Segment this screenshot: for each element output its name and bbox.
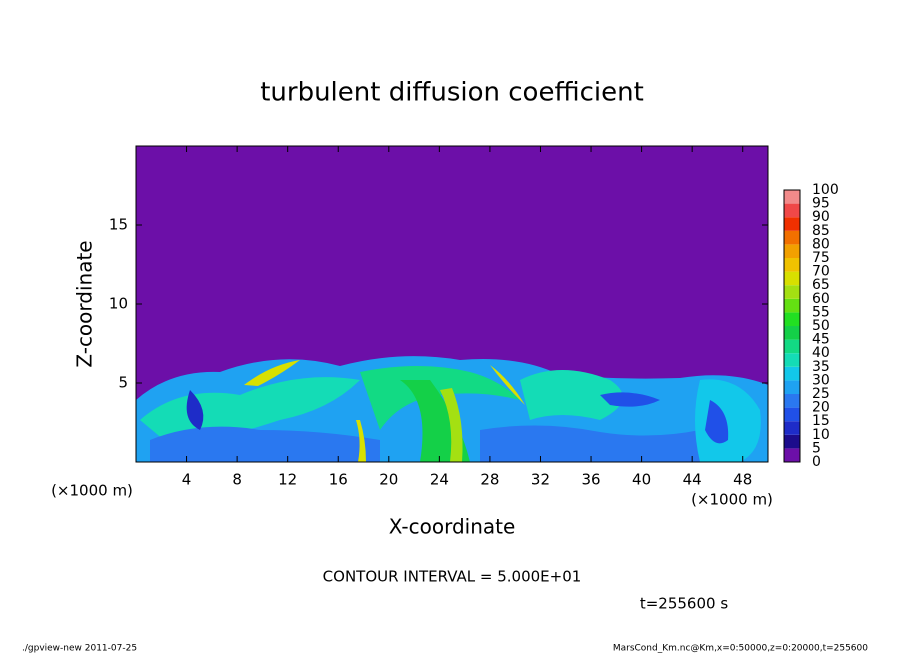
x-unit-label: (×1000 m) [51,482,133,500]
field-region [705,400,729,444]
colorbar-cell [784,339,800,354]
field-region [244,360,300,386]
field [136,146,768,462]
x-tick-label: 20 [379,471,398,489]
x-axis-label: X-coordinate [389,515,516,539]
colorbar-label: 45 [812,332,830,348]
colorbar-label: 25 [812,386,830,402]
field-region [356,420,366,462]
x-tick-label: 48 [733,471,752,489]
colorbar-cell [784,203,800,218]
x-tick-label: 36 [581,471,600,489]
x-tick-label: 4 [182,471,192,489]
y-tick-label: 15 [109,216,128,234]
field-region [490,365,527,407]
colorbar-cell [784,366,800,381]
colorbar-label: 30 [812,372,830,388]
colorbar-label: 65 [812,277,830,293]
colorbar-label: 10 [812,427,830,443]
x-tick-label: 12 [278,471,297,489]
colorbar-label: 50 [812,318,830,334]
field-region [360,366,520,430]
colorbar-cell [784,217,800,231]
colorbar-label: 5 [812,440,821,456]
colorbar-cell [784,312,800,326]
colorbar-label: 40 [812,345,830,361]
colorbar-label: 80 [812,236,830,252]
field-region [520,370,623,420]
chart-title: turbulent diffusion coefficient [260,78,644,108]
x-tick-label: 44 [683,471,702,489]
colorbar-label: 100 [812,182,839,198]
colorbar-cell [784,190,800,204]
footer-left: ./gpview-new 2011-07-25 [22,644,137,654]
axes: 4 8 12 16 20 24 28 32 36 40 44 48510150510152025303… [109,145,839,489]
colorbar-label: 75 [812,250,830,266]
colorbar-frame [783,189,801,463]
colorbar-cell [784,285,800,299]
x-tick-label: 24 [430,471,449,489]
field-region [480,425,700,462]
colorbar-cell [784,258,800,272]
field-region [695,379,761,462]
x-tick-label: 16 [329,471,348,489]
colorbar-cell [784,421,800,435]
x-unit-label: (×1000 m) [691,491,773,509]
colorbar-label: 0 [812,454,821,470]
colorbar-cell [784,230,800,245]
colorbar-label: 55 [812,304,830,320]
colorbar-label: 70 [812,264,830,280]
time-label: t=255600 s [640,595,728,613]
colorbar-cell [784,380,800,394]
field-region [186,390,204,430]
x-tick-label: 28 [480,471,499,489]
colorbar-label: 35 [812,359,830,375]
colorbar-cell [784,298,800,313]
x-tick-label: 32 [531,471,550,489]
colorbar-cell [784,326,800,340]
y-tick-label: 10 [109,295,128,313]
colorbar-label: 20 [812,400,830,416]
field-region [150,426,380,462]
y-tick-label: 5 [118,374,128,392]
field-region [600,392,660,407]
colorbar-cell [784,448,800,462]
colorbar-label: 15 [812,413,830,429]
colorbar-label: 60 [812,291,830,307]
x-tick-label: 40 [632,471,651,489]
colorbar-cell [784,407,800,422]
footer-right: MarsCond_Km.nc@Km,x=0:50000,z=0:20000,t=… [613,644,868,654]
contour-interval: CONTOUR INTERVAL = 5.000E+01 [323,568,582,586]
x-tick-label: 8 [232,471,242,489]
field-region [440,388,463,462]
colorbar-cell [784,271,800,286]
colorbar-label: 90 [812,209,830,225]
field-region [140,377,360,445]
colorbar-cell [784,434,800,449]
colorbar-cell [784,353,800,367]
colorbar-label: 85 [812,223,830,239]
colorbar-cell [784,394,800,408]
y-axis-label: Z-coordinate [73,240,97,367]
colorbar-cell [784,244,800,258]
colorbar-label: 95 [812,196,830,212]
